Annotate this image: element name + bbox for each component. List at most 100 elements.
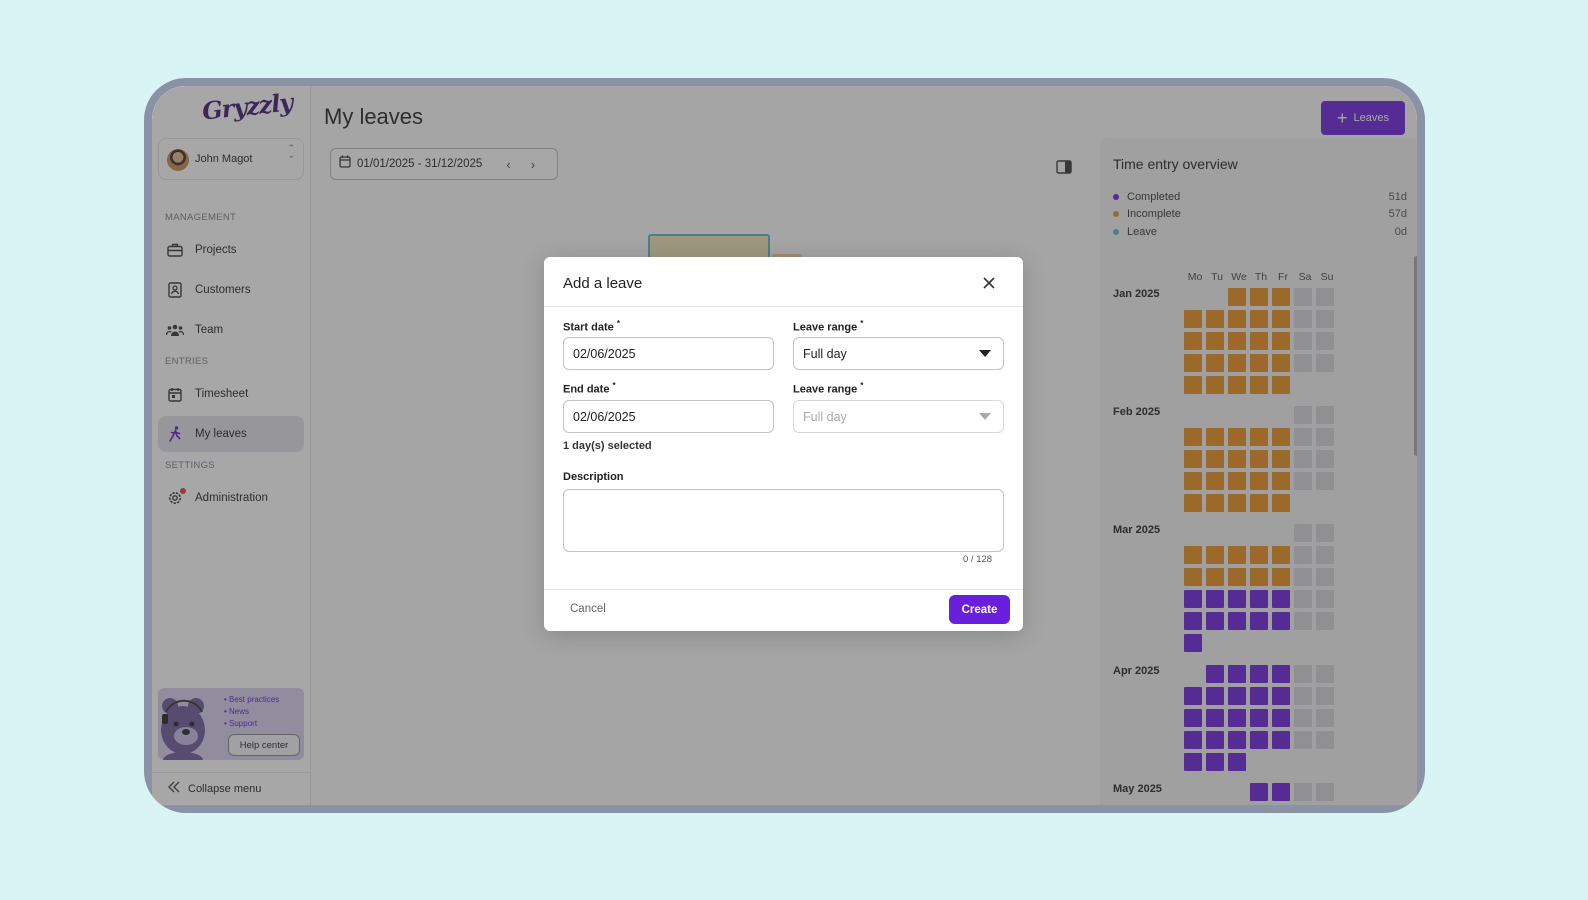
toggle-panel-icon[interactable] <box>1056 160 1072 179</box>
calendar-day-cell <box>1206 376 1224 394</box>
calendar-day-cell <box>1316 687 1334 705</box>
calendar-day-cell <box>1294 472 1312 490</box>
calendar-day-cell <box>1316 288 1334 306</box>
calendar-day-cell <box>1206 332 1224 350</box>
prev-period-button[interactable]: ‹ <box>506 156 511 172</box>
calendar-day-cell <box>1316 428 1334 446</box>
legend-value: 51d <box>1388 191 1407 203</box>
calendar-day-cell <box>1316 354 1334 372</box>
dialog-title: Add a leave <box>563 275 643 292</box>
calendar-day-cell <box>1228 428 1246 446</box>
calendar-icon <box>166 385 184 403</box>
calendar-day-cell <box>1184 332 1202 350</box>
sidebar-item-my-leaves[interactable]: My leaves <box>158 416 304 452</box>
calendar-day-cell <box>1272 568 1290 586</box>
cancel-button[interactable]: Cancel <box>570 603 606 615</box>
calendar-day-cell <box>1228 546 1246 564</box>
leave-range-value: Full day <box>803 409 847 424</box>
user-name: John Magot <box>195 153 253 165</box>
calendar-day-cell <box>1316 731 1334 749</box>
month-label-feb: Feb 2025 <box>1113 406 1161 418</box>
calendar-day-cell <box>1206 731 1224 749</box>
calendar-day-cell <box>1228 753 1246 771</box>
date-range-text: 01/01/2025 - 31/12/2025 <box>357 158 483 170</box>
calendar-day-cell <box>1228 332 1246 350</box>
calendar-day-cell <box>1316 406 1334 424</box>
calendar-day-cell <box>1294 612 1312 630</box>
calendar-day-cell <box>1184 428 1202 446</box>
description-label: Description <box>563 471 624 483</box>
calendar-day-cell <box>1184 450 1202 468</box>
calendar-day-cell <box>1294 687 1312 705</box>
calendar-day-cell <box>1272 354 1290 372</box>
calendar-day-cell <box>1316 783 1334 801</box>
next-period-button[interactable]: › <box>530 156 536 172</box>
calendar-day-cell <box>1184 310 1202 328</box>
calendar-day-cell <box>1272 494 1290 512</box>
calendar-day-cell <box>1206 428 1224 446</box>
chevron-updown-icon: ⌃ ⌄ <box>287 143 295 160</box>
calendar-day-cell <box>1250 310 1268 328</box>
calendar-day-cell <box>1250 612 1268 630</box>
legend-label: Incomplete <box>1127 208 1181 220</box>
add-leaves-button[interactable]: + Leaves <box>1321 101 1405 135</box>
calendar-day-cell <box>1272 783 1290 801</box>
calendar-icon <box>339 155 351 173</box>
help-center-button[interactable]: Help center <box>228 734 300 756</box>
user-switcher[interactable]: John Magot ⌃ ⌄ <box>158 138 304 180</box>
end-date-field[interactable]: 02/06/2025 <box>563 400 774 433</box>
start-date-field[interactable]: 02/06/2025 <box>563 337 774 370</box>
month-label-mar: Mar 2025 <box>1113 524 1161 536</box>
leave-range-select-end[interactable]: Full day <box>793 400 1004 433</box>
calendar-day-cell <box>1250 332 1268 350</box>
avatar <box>167 149 189 171</box>
description-textarea[interactable] <box>563 489 1004 552</box>
calendar-day-cell <box>1316 546 1334 564</box>
leave-range-label: Leave range * <box>793 381 864 396</box>
calendar-day-cell <box>1272 731 1290 749</box>
calendar-day-cell <box>1228 288 1246 306</box>
calendar-day-cell <box>1228 709 1246 727</box>
calendar-day-cell <box>1294 546 1312 564</box>
calendar-day-cell <box>1228 665 1246 683</box>
calendar-day-cell <box>1206 494 1224 512</box>
sidebar-item-customers[interactable]: Customers <box>158 272 304 308</box>
close-icon[interactable] <box>981 275 997 291</box>
sidebar-item-timesheet[interactable]: Timesheet <box>158 376 304 412</box>
section-entries: ENTRIES <box>165 356 209 367</box>
calendar-day-cell <box>1206 450 1224 468</box>
collapse-menu-button[interactable]: Collapse menu <box>152 772 310 804</box>
briefcase-icon <box>166 241 184 259</box>
calendar-day-cell <box>1206 310 1224 328</box>
sidebar-item-team[interactable]: Team <box>158 312 304 348</box>
double-chevron-left-icon <box>168 780 180 798</box>
leave-range-value: Full day <box>803 346 847 361</box>
calendar-day-cell <box>1184 612 1202 630</box>
calendar-day-cell <box>1272 332 1290 350</box>
calendar-day-cell <box>1206 687 1224 705</box>
end-date-label: End date * <box>563 381 616 396</box>
calendar-day-cell <box>1228 472 1246 490</box>
sidebar-item-administration[interactable]: Administration <box>158 480 304 516</box>
legend-leave: Leave 0d <box>1113 226 1407 238</box>
help-link-best-practices[interactable]: • Best practices <box>224 695 280 704</box>
calendar-day-cell <box>1316 568 1334 586</box>
calendar-day-cell <box>1228 376 1246 394</box>
calendar-day-cell <box>1206 753 1224 771</box>
sidebar-item-label: Administration <box>195 492 268 504</box>
sidebar-item-projects[interactable]: Projects <box>158 232 304 268</box>
calendar-day-cell <box>1250 687 1268 705</box>
calendar-day-cell <box>1206 612 1224 630</box>
create-button[interactable]: Create <box>949 595 1010 624</box>
notification-dot <box>180 488 186 494</box>
calendar-day-cell <box>1250 450 1268 468</box>
help-link-news[interactable]: • News <box>224 707 250 716</box>
overview-scrollbar[interactable] <box>1414 256 1417 456</box>
calendar-day-cell <box>1228 612 1246 630</box>
leave-range-select-start[interactable]: Full day <box>793 337 1004 370</box>
calendar-day-cell <box>1250 731 1268 749</box>
help-link-support[interactable]: • Support <box>224 719 258 728</box>
date-range-picker[interactable]: 01/01/2025 - 31/12/2025 ‹ › <box>330 148 558 180</box>
calendar-day-cell <box>1272 428 1290 446</box>
collapse-menu-label: Collapse menu <box>188 782 262 795</box>
